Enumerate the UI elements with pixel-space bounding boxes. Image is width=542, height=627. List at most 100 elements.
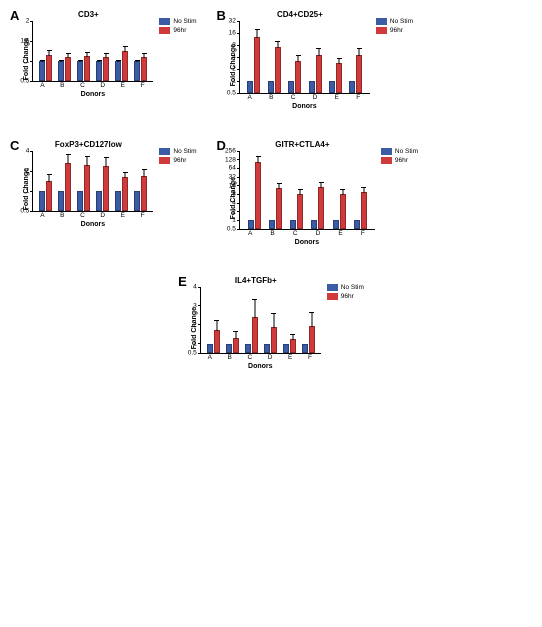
error-bar (300, 189, 301, 195)
error-bar (359, 48, 360, 56)
chart-title: IL4+TGFb+ (235, 276, 277, 285)
legend: No Stim96hr (376, 18, 413, 34)
bar-group (134, 176, 147, 211)
bar-96hr (290, 339, 296, 353)
bar-96hr (65, 163, 71, 211)
bar-no-stim (39, 191, 45, 211)
x-tick-label: A (40, 212, 44, 219)
plot: 0.5124 (32, 151, 153, 212)
bar-96hr (103, 166, 109, 211)
bar-96hr (233, 338, 239, 353)
error-bar (144, 169, 145, 176)
legend-swatch (159, 27, 170, 34)
legend-item: 96hr (376, 27, 413, 34)
legend: No Stim96hr (159, 148, 196, 164)
bar-96hr (309, 326, 315, 353)
ytick-label: 16 (229, 182, 240, 189)
panel-letter: C (10, 138, 19, 153)
ytick-label: 1 (26, 188, 34, 195)
x-tick-label: D (313, 94, 318, 101)
legend-item: No Stim (381, 148, 418, 155)
bar-group (226, 338, 239, 353)
bar-group (349, 55, 362, 93)
error-bar (106, 53, 107, 58)
x-tick-label: B (60, 212, 64, 219)
ytick-label: 2 (232, 66, 240, 73)
bar-group (115, 177, 128, 211)
error-bar (298, 55, 299, 62)
bar-no-stim (58, 191, 64, 211)
bar-no-stim (96, 61, 102, 81)
error-bar (321, 182, 322, 189)
legend-swatch (159, 157, 170, 164)
bar-96hr (271, 327, 277, 353)
row-3: EIL4+TGFb+Fold Change0.51234ABCDEFDonors… (10, 276, 532, 370)
bar-96hr (276, 188, 282, 229)
ytick-label: 8 (232, 191, 240, 198)
ytick-label: 2 (193, 321, 201, 328)
bar-no-stim (134, 191, 140, 211)
legend-label: No Stim (395, 148, 418, 155)
bar-group (269, 188, 282, 229)
bar-no-stim (115, 61, 121, 81)
error-bar (235, 331, 236, 339)
error-bar (273, 313, 274, 328)
ytick-label: 128 (225, 156, 240, 163)
bar-96hr (275, 47, 281, 93)
x-tick-label: C (80, 82, 85, 89)
error-bar (106, 157, 107, 167)
chart-title: FoxP3+CD127low (55, 140, 122, 149)
error-bar (125, 46, 126, 52)
bar-96hr (122, 51, 128, 81)
ytick-label: 4 (232, 200, 240, 207)
x-axis-label: Donors (32, 91, 153, 98)
plot-area: 0.51234ABCDEFDonors (200, 287, 321, 370)
bar-group (288, 61, 301, 93)
ytick-label: 3 (193, 302, 201, 309)
error-bar (257, 29, 258, 38)
legend-label: 96hr (390, 27, 403, 34)
bar-group (77, 165, 90, 211)
legend-swatch (381, 148, 392, 155)
ytick-label: 1 (193, 340, 201, 347)
ytick-label: 0.5 (188, 350, 201, 357)
panel-letter: B (217, 8, 226, 23)
bar-96hr (141, 57, 147, 81)
x-tick-label: C (293, 230, 298, 237)
legend-item: 96hr (381, 157, 418, 164)
bar-96hr (65, 57, 71, 81)
bar-96hr (254, 37, 260, 93)
bar-96hr (84, 165, 90, 211)
bar-group (283, 339, 296, 353)
chart-title: CD4+CD25+ (277, 10, 323, 19)
error-bar (49, 174, 50, 183)
ytick-label: 4 (26, 148, 34, 155)
chart-wrap: IL4+TGFb+Fold Change0.51234ABCDEFDonors (191, 276, 321, 370)
x-tick-label: A (248, 230, 252, 237)
error-bar (279, 183, 280, 189)
error-bar (311, 312, 312, 327)
error-bar (68, 53, 69, 58)
error-bar (80, 60, 81, 62)
legend: No Stim96hr (159, 18, 196, 34)
ytick-label: 1.5 (20, 38, 33, 45)
bar-no-stim (134, 61, 140, 81)
legend-swatch (381, 157, 392, 164)
bar-group (39, 55, 52, 81)
bar-96hr (46, 181, 52, 211)
error-bar (277, 41, 278, 49)
x-tick-label: A (208, 354, 212, 361)
error-bar (258, 156, 259, 163)
x-tick-label: D (268, 354, 273, 361)
error-bar (87, 52, 88, 57)
bar-group (268, 47, 281, 93)
error-bar (254, 299, 255, 318)
plot-area: 0.511.52ABCDEFDonors (32, 21, 153, 98)
chart-wrap: GITR+CTLA4+Fold Change0.5124816326412825… (230, 140, 375, 246)
error-bar (68, 154, 69, 164)
error-bar (318, 48, 319, 56)
legend-item: 96hr (159, 157, 196, 164)
ytick-label: 256 (225, 148, 240, 155)
legend-item: No Stim (159, 18, 196, 25)
legend: No Stim96hr (327, 284, 364, 300)
